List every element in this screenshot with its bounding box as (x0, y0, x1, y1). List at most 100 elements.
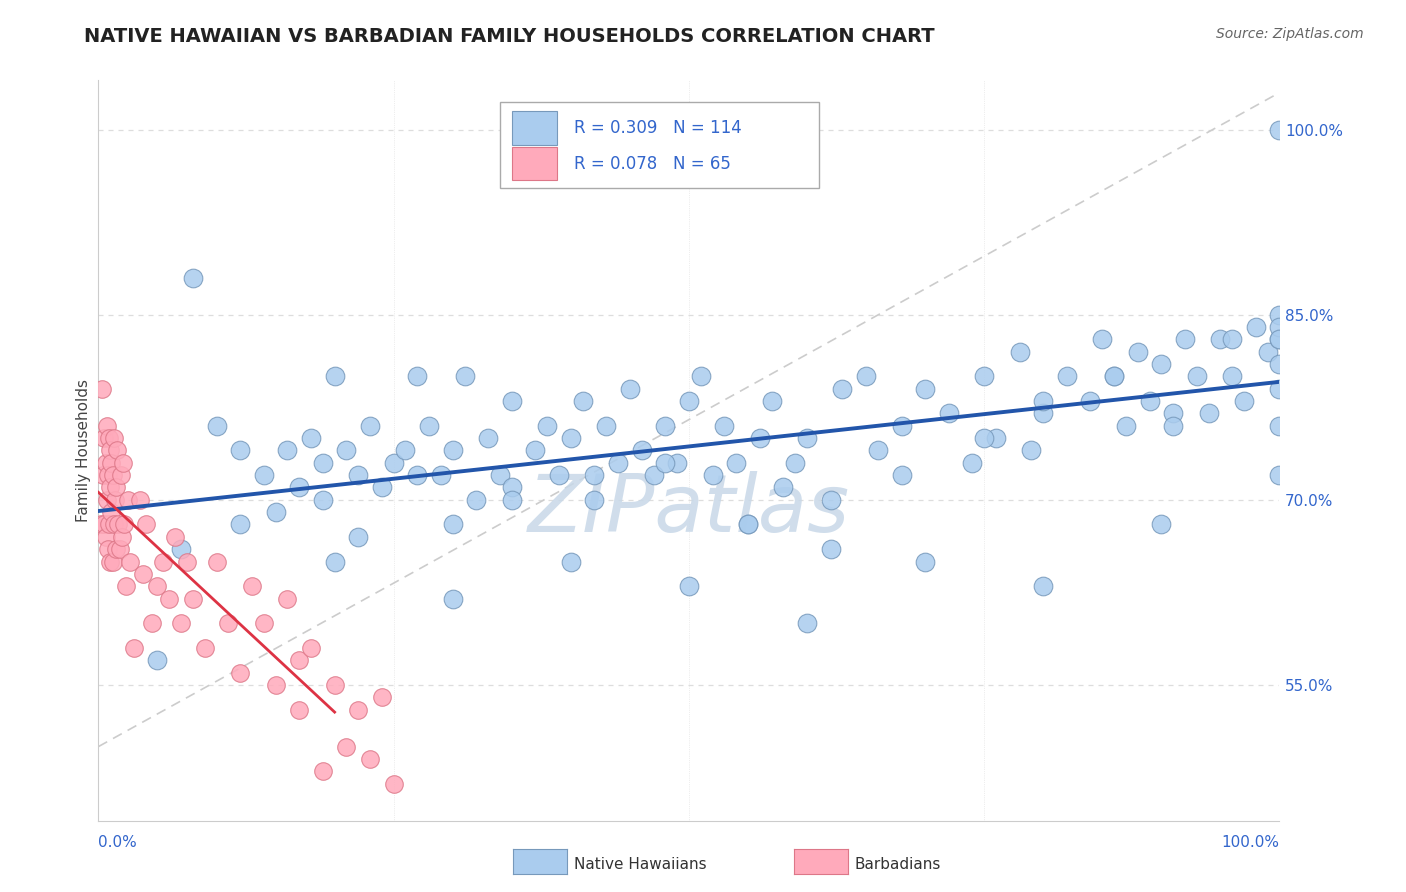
Point (737, 517, 759, 532)
Point (560, 431, 582, 445)
Point (98, 517, 121, 532)
Text: Barbadians: Barbadians (855, 857, 941, 871)
Point (288, 653, 311, 667)
Point (97, 468, 120, 483)
Point (157, 591, 180, 606)
Point (501, 492, 523, 507)
Point (441, 443, 464, 458)
Point (97, 542, 120, 557)
Point (288, 480, 311, 494)
Point (335, 739, 357, 754)
Point (1161, 406, 1184, 420)
Point (264, 678, 287, 692)
Point (666, 456, 689, 470)
Point (98, 554, 121, 569)
Point (820, 492, 842, 507)
Point (93, 517, 115, 532)
Point (831, 382, 853, 396)
Point (796, 431, 818, 445)
Point (1244, 320, 1267, 334)
Point (689, 369, 711, 384)
Point (725, 456, 748, 470)
Point (347, 703, 370, 717)
Point (962, 456, 984, 470)
Point (938, 406, 960, 420)
Point (406, 369, 429, 384)
Point (548, 468, 571, 483)
Point (796, 616, 818, 631)
Point (1268, 357, 1291, 371)
Point (560, 554, 582, 569)
Point (1102, 369, 1125, 384)
Point (94, 530, 117, 544)
Point (748, 431, 770, 445)
Point (1220, 369, 1243, 384)
Point (98, 443, 121, 458)
Point (630, 443, 652, 458)
Point (1139, 394, 1161, 409)
Point (141, 616, 163, 631)
Point (194, 640, 217, 655)
Point (107, 517, 129, 532)
Point (264, 505, 287, 519)
Point (229, 517, 252, 532)
Point (1102, 369, 1125, 384)
Text: 0.0%: 0.0% (98, 836, 138, 850)
Point (890, 418, 912, 433)
Point (100, 456, 122, 470)
Point (165, 530, 187, 544)
Point (104, 492, 127, 507)
Point (103, 517, 125, 532)
Point (90, 517, 112, 532)
Point (91, 382, 114, 396)
Point (94, 456, 117, 470)
Point (1257, 344, 1279, 359)
Point (820, 542, 842, 557)
Point (785, 456, 807, 470)
Point (501, 394, 523, 409)
Point (1268, 468, 1291, 483)
Point (441, 517, 464, 532)
Point (418, 418, 440, 433)
Point (217, 616, 239, 631)
Point (312, 456, 335, 470)
Point (312, 764, 335, 779)
Point (93, 431, 115, 445)
Point (914, 554, 936, 569)
Point (1268, 382, 1291, 396)
Point (1008, 344, 1031, 359)
Point (571, 394, 593, 409)
Point (761, 394, 783, 409)
Point (276, 443, 298, 458)
Point (607, 456, 630, 470)
Point (1150, 357, 1173, 371)
Text: NATIVE HAWAIIAN VS BARBADIAN FAMILY HOUSEHOLDS CORRELATION CHART: NATIVE HAWAIIAN VS BARBADIAN FAMILY HOUS… (84, 27, 935, 45)
Point (1115, 418, 1137, 433)
Point (1233, 394, 1256, 409)
Point (430, 468, 453, 483)
Point (117, 492, 139, 507)
Point (595, 418, 617, 433)
Point (120, 554, 142, 569)
Point (170, 616, 193, 631)
Point (1080, 394, 1102, 409)
Point (855, 369, 877, 384)
FancyBboxPatch shape (512, 147, 557, 180)
Point (1268, 122, 1291, 136)
Point (112, 517, 135, 532)
Point (973, 431, 995, 445)
Point (128, 492, 150, 507)
Point (890, 468, 912, 483)
Point (394, 443, 416, 458)
Point (1056, 369, 1078, 384)
Text: Source: ZipAtlas.com: Source: ZipAtlas.com (1216, 27, 1364, 41)
Point (98, 480, 121, 494)
Point (1126, 344, 1149, 359)
Point (132, 566, 155, 581)
Point (1209, 332, 1232, 346)
Point (489, 468, 512, 483)
Point (441, 591, 464, 606)
Point (654, 418, 676, 433)
Point (524, 443, 547, 458)
Point (536, 418, 558, 433)
